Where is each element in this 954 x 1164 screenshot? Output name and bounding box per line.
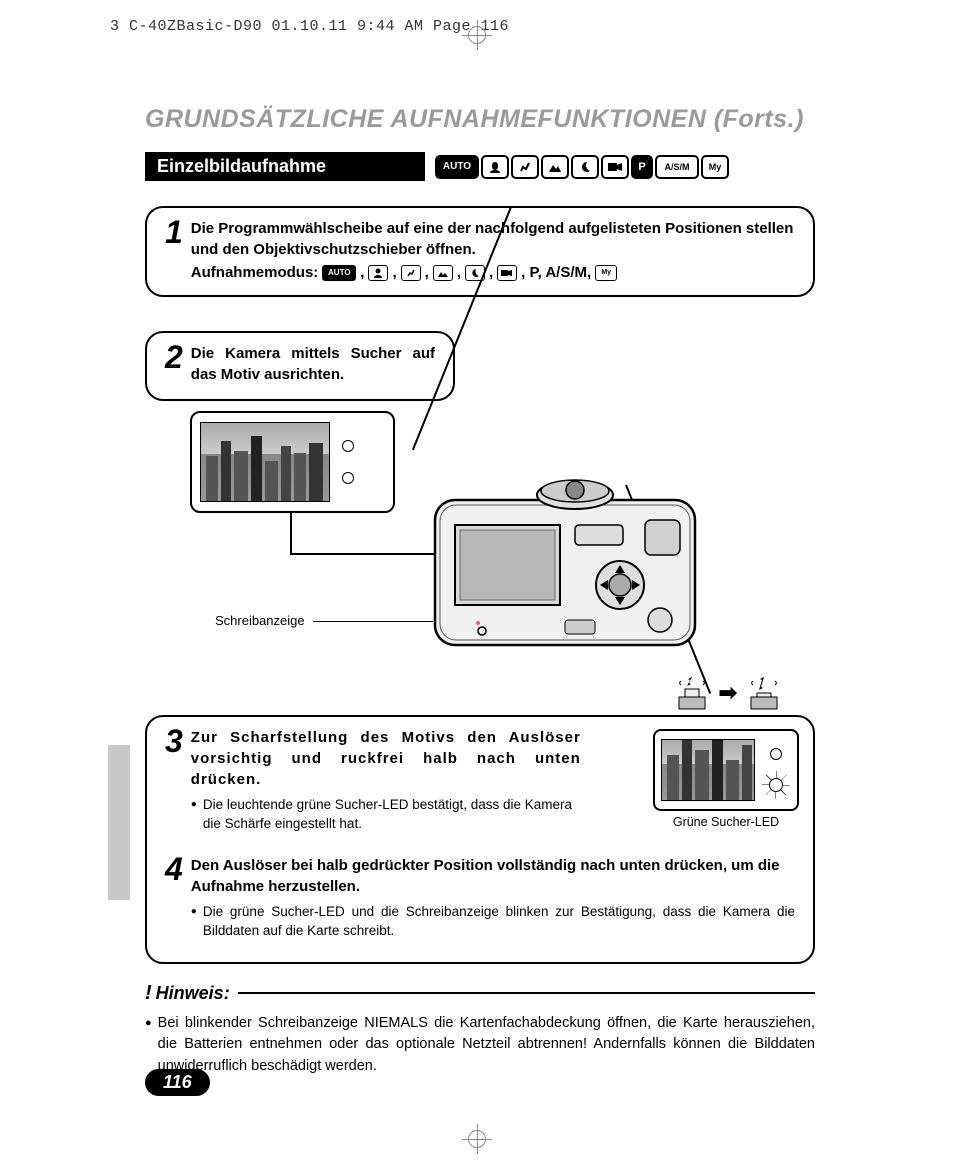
camera-diagram-area: Schreibanzeige ➡: [145, 395, 815, 715]
step-4-bold: Den Auslöser bei halb gedrückter Positio…: [191, 855, 795, 897]
viewfinder-illustration: [190, 411, 395, 513]
inline-landscape-icon: [433, 265, 453, 281]
skyline-image-small: [661, 739, 755, 801]
schreibanzeige-label: Schreibanzeige: [215, 613, 305, 628]
inline-movie-icon: [497, 265, 517, 281]
hinweis-label: Hinweis:: [156, 983, 230, 1004]
press-half: [671, 675, 713, 711]
step-1-number: 1: [165, 216, 183, 248]
inline-auto-icon: AUTO: [322, 265, 356, 281]
step-3-4-box: 3 Zur Scharfstellung des Motivs den Ausl…: [145, 715, 815, 964]
schreibanzeige-line: [313, 621, 433, 622]
skyline-image: [200, 422, 330, 502]
step-2-number: 2: [165, 341, 183, 373]
shutter-press-diagram: ➡: [671, 675, 785, 711]
side-index-tab: [108, 745, 130, 900]
camera-illustration: [420, 465, 710, 665]
green-led-inset: Grüne Sucher-LED: [653, 729, 799, 829]
mode-portrait-icon: [481, 155, 509, 179]
step-3-bold: Zur Scharfstellung des Motivs den Auslös…: [191, 727, 581, 790]
mode-my-icon: My: [701, 155, 729, 179]
registration-mark-bottom: [462, 1124, 492, 1154]
print-slug: 3 C-40ZBasic-D90 01.10.11 9:44 AM Page 1…: [110, 18, 509, 35]
led-indicator-2: [342, 472, 354, 484]
step-3-bullet: Die leuchtende grüne Sucher-LED bestätig…: [191, 796, 581, 834]
led-indicator-1: [342, 440, 354, 452]
mode-p-icon: P: [631, 155, 653, 179]
page-content: GRUNDSÄTZLICHE AUFNAHMEFUNKTIONEN (Forts…: [145, 105, 815, 1078]
mode-night-icon: [571, 155, 599, 179]
inline-sports-icon: [401, 265, 421, 281]
green-led-caption: Grüne Sucher-LED: [653, 815, 799, 829]
green-led-viewfinder: [653, 729, 799, 811]
hinweis-rule: [238, 992, 815, 994]
inline-my-icon: My: [595, 265, 617, 281]
camera-svg: [420, 465, 710, 665]
step-1-modes-tail: , P, A/S/M,: [521, 264, 591, 281]
mode-asm-icon: A/S/M: [655, 155, 699, 179]
hinweis-header: ! Hinweis:: [145, 982, 815, 1005]
pointer-line-viewfinder: [290, 513, 292, 553]
mode-auto-icon: AUTO: [435, 155, 479, 179]
viewfinder-leds: [342, 440, 354, 484]
led-burst-column: [761, 739, 791, 801]
hinweis-body: Bei blinkender Schreibanzeige NIEMALS di…: [145, 1013, 815, 1078]
step-2-box: 2 Die Kamera mittels Sucher auf das Moti…: [145, 331, 455, 401]
step-1-modes-prefix: Aufnahmemodus:: [191, 264, 319, 281]
step-3-number: 3: [165, 725, 183, 757]
subsection-header: Einzelbildaufnahme AUTO P A/S/M My: [145, 152, 815, 181]
step-4-number: 4: [165, 853, 183, 885]
step-2-text: Die Kamera mittels Sucher auf das Motiv …: [191, 343, 435, 385]
section-heading: GRUNDSÄTZLICHE AUFNAHMEFUNKTIONEN (Forts…: [145, 105, 815, 134]
led-top: [770, 748, 782, 760]
mode-sports-icon: [511, 155, 539, 179]
mode-icon-row: AUTO P A/S/M My: [435, 155, 729, 179]
step-1-modes: Aufnahmemodus: AUTO , , , , , , P, A/S/M…: [191, 264, 795, 281]
registration-mark-top: [462, 20, 492, 50]
inline-portrait-icon: [368, 265, 388, 281]
exclamation-icon: !: [145, 982, 152, 1005]
led-burst-icon: [769, 778, 783, 792]
pointer-line-viewfinder-h: [290, 553, 438, 555]
step-4-bullet: Die grüne Sucher-LED und die Schreibanze…: [191, 903, 795, 941]
page-number: 116: [145, 1069, 210, 1096]
mode-movie-icon: [601, 155, 629, 179]
press-arrow-icon: ➡: [719, 680, 737, 706]
press-full: [743, 675, 785, 711]
mode-landscape-icon: [541, 155, 569, 179]
subsection-label: Einzelbildaufnahme: [145, 152, 425, 181]
